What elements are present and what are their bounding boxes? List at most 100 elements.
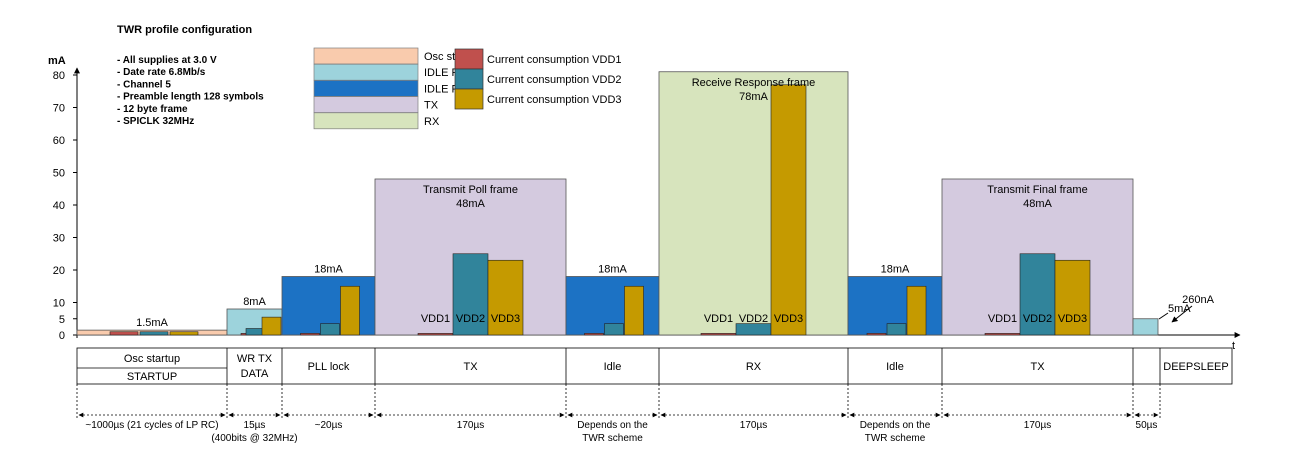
vdd-label: VDD2 [456, 313, 485, 325]
duration-label: TWR scheme [865, 433, 926, 444]
legend-swatch [313, 47, 419, 65]
vdd3-bar [340, 285, 360, 336]
vdd2-bar [1019, 253, 1056, 336]
profile-note: - 12 byte frame [117, 104, 188, 115]
vdd-bars [109, 84, 1091, 336]
vdd-label: VDD1 [704, 313, 733, 325]
vdd-label: VDD3 [1058, 313, 1087, 325]
state-label: DEEPSLEEP [1163, 361, 1228, 373]
state-label: Osc startup [124, 353, 180, 365]
y-tick-label: 0 [59, 330, 65, 342]
duration-label: ~20µs [315, 420, 343, 431]
vdd3-bar [770, 84, 807, 336]
vdd2-bar [452, 253, 489, 336]
state-label: TX [1030, 361, 1045, 373]
state-timeline: Osc startup STARTUP WR TX DATA PLL lock TX Idl… [76, 347, 1233, 385]
block-current: 78mA [739, 91, 768, 103]
y-tick-label: 40 [53, 200, 65, 212]
vdd1-bar [866, 333, 887, 336]
legend-swatch [313, 63, 419, 81]
block-title: Transmit Poll frame [423, 184, 518, 196]
y-tick-label: 20 [53, 265, 65, 277]
state-label: WR TX [237, 353, 273, 365]
block-current: 18mA [598, 264, 627, 276]
block-current: 48mA [1023, 198, 1052, 210]
state-label: RX [746, 361, 762, 373]
y-tick-label: 50 [53, 168, 65, 180]
state-block [658, 71, 849, 336]
x-axis-label: t [1232, 340, 1235, 352]
state-label: STARTUP [127, 371, 177, 383]
state-label: DATA [241, 368, 269, 380]
y-tick-label: 30 [53, 233, 65, 245]
legend-swatch [454, 48, 484, 70]
duration-label: 50µs [1136, 420, 1158, 431]
block-current: 1.5mA [136, 317, 168, 329]
vdd2-bar [604, 323, 624, 336]
vdd-label: VDD3 [774, 313, 803, 325]
idle-pointer [1158, 312, 1169, 320]
deepsleep-pointer [1171, 305, 1193, 323]
block-current: 8mA [243, 296, 266, 308]
vdd3-bar [906, 285, 927, 336]
legend-swatch [313, 112, 419, 130]
profile-notes: - All supplies at 3.0 V- Date rate 6.8Mb… [117, 55, 264, 127]
duration-label: Depends on the [860, 420, 931, 431]
y-axis-label: mA [48, 55, 66, 67]
vdd-label: VDD3 [491, 313, 520, 325]
state-block [1132, 318, 1159, 336]
y-tick-label: 70 [53, 103, 65, 115]
block-current: 18mA [314, 264, 343, 276]
vdd1-bar [700, 333, 737, 336]
y-tick-label: 5 [59, 314, 65, 326]
state-label: Idle [886, 361, 904, 373]
idle-current: 5mA [1168, 303, 1191, 315]
duration-label: 170µs [457, 420, 484, 431]
y-tick-label: 60 [53, 135, 65, 147]
chart-title: TWR profile configuration [117, 24, 252, 36]
vdd3-bar [261, 316, 282, 336]
legend-label: Current consumption VDD1 [487, 54, 622, 66]
legend-label: Current consumption VDD3 [487, 94, 622, 106]
legend-swatch [313, 80, 419, 97]
profile-note: - All supplies at 3.0 V [117, 55, 217, 66]
y-tick-label: 10 [53, 298, 65, 310]
duration-label: TWR scheme [582, 433, 643, 444]
vdd3-bar [1054, 259, 1091, 336]
legend-label: Current consumption VDD2 [487, 74, 622, 86]
vdd3-bar [487, 259, 524, 336]
duration-label: 170µs [740, 420, 767, 431]
vdd2-bar [735, 323, 772, 336]
legend-label: RX [424, 116, 440, 128]
vdd1-bar [984, 333, 1021, 336]
state-label: PLL lock [308, 361, 350, 373]
duration-label: (400bits @ 32MHz) [211, 433, 297, 444]
vdd1-bar [300, 333, 320, 336]
duration-label: Depends on the [577, 420, 648, 431]
state-label: TX [463, 361, 478, 373]
block-current: 18mA [881, 264, 910, 276]
vdd-label: VDD2 [1023, 313, 1052, 325]
y-tick-label: 80 [53, 70, 65, 82]
block-current: 48mA [456, 198, 485, 210]
vdd2-bar [139, 331, 169, 336]
vdd-label: VDD2 [739, 313, 768, 325]
timeline-frame [76, 347, 1233, 385]
vdd3-bar [169, 331, 199, 336]
profile-note: - Preamble length 128 symbols [117, 92, 264, 103]
duration-label: ~1000µs (21 cycles of LP RC) [85, 420, 218, 431]
legend-swatch [454, 68, 484, 90]
state-blocks [76, 71, 1159, 336]
deepsleep-current: 260nA [1182, 294, 1214, 306]
legend-label: TX [424, 100, 439, 112]
legend-swatch [313, 96, 419, 113]
profile-note: - Channel 5 [117, 79, 171, 90]
vdd-label: VDD1 [988, 313, 1017, 325]
block-title: Receive Response frame [692, 77, 816, 89]
block-title: Transmit Final frame [987, 184, 1087, 196]
vdd3-bar [624, 285, 644, 336]
vdd1-bar [417, 333, 454, 336]
vdd-label: VDD1 [421, 313, 450, 325]
duration-axis: ~1000µs (21 cycles of LP RC) 15µs (400bits… [76, 384, 1161, 444]
